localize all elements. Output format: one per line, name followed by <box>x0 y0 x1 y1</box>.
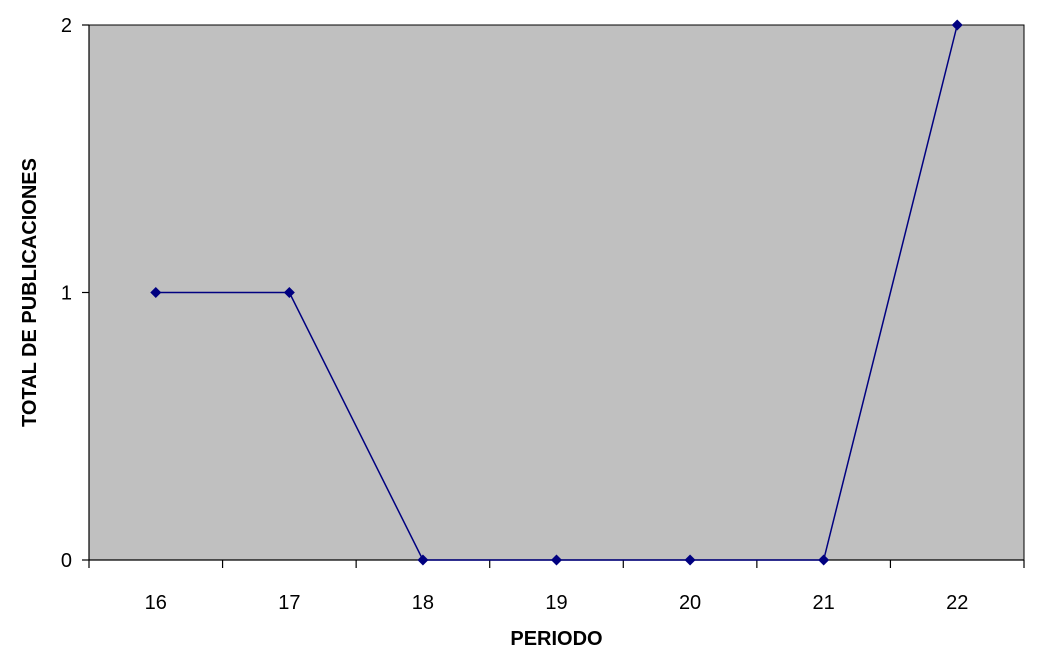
x-tick-label: 17 <box>278 592 300 614</box>
x-tick-label: 19 <box>545 592 567 614</box>
y-tick-label: 2 <box>61 15 72 37</box>
data-point <box>551 554 562 566</box>
data-point <box>951 19 963 31</box>
x-axis-title: PERIODO <box>510 628 602 650</box>
data-point <box>150 287 162 298</box>
data-point <box>283 287 295 298</box>
x-tick-label: 16 <box>145 592 167 614</box>
data-point <box>684 554 696 566</box>
data-point <box>818 554 830 566</box>
y-tick-label: 0 <box>61 550 72 572</box>
series <box>150 19 963 566</box>
x-tick-label: 18 <box>412 592 434 614</box>
x-axis: 16 17 18 19 20 21 22 <box>88 559 1025 614</box>
y-axis: 0 1 2 <box>61 15 90 572</box>
y-tick-label: 1 <box>61 283 72 305</box>
y-axis-title: TOTAL DE PUBLICACIONES <box>19 158 41 427</box>
x-tick-label: 20 <box>679 592 701 614</box>
x-tick-label: 22 <box>946 592 968 614</box>
x-tick-label: 21 <box>813 592 835 614</box>
data-point <box>417 554 429 566</box>
